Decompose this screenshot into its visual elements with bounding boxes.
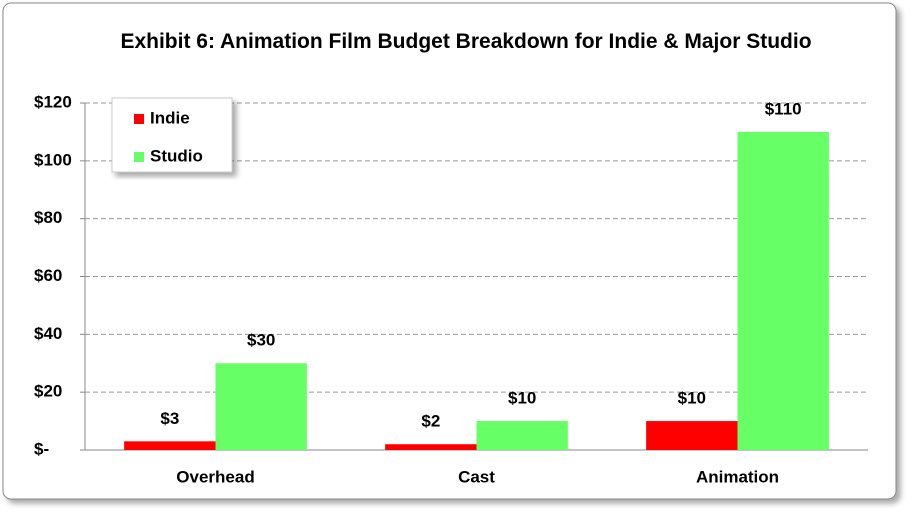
value-label: $110	[765, 99, 802, 118]
legend-swatch	[134, 152, 144, 162]
y-tick-label: $100	[34, 150, 72, 169]
legend-label: Indie	[150, 108, 190, 127]
plot-area: $- $20 $40 $60 $80 $100 $120 Overhead $3 $30 Cast $…	[34, 92, 868, 486]
y-tick-label: $-	[34, 439, 49, 458]
value-label: $3	[160, 409, 179, 428]
bar	[476, 421, 568, 450]
legend-swatch	[134, 114, 144, 124]
y-tick-label: $60	[34, 266, 62, 285]
bar	[215, 363, 307, 450]
bar	[385, 444, 477, 450]
y-tick-label: $20	[34, 382, 62, 401]
value-label: $10	[678, 389, 706, 408]
x-tick-label: Animation	[696, 467, 779, 486]
y-tick-label: $40	[34, 324, 62, 343]
x-tick-label: Overhead	[176, 467, 254, 486]
value-label: $30	[247, 331, 275, 350]
value-label: $10	[508, 389, 536, 408]
chart-title: Exhibit 6: Animation Film Budget Breakdo…	[120, 30, 812, 53]
legend: Indie Studio	[111, 97, 233, 173]
x-tick-label: Cast	[458, 467, 495, 486]
legend-box	[111, 97, 233, 173]
bar	[737, 131, 829, 450]
y-tick-label: $80	[34, 208, 62, 227]
y-tick-label: $120	[34, 92, 72, 111]
value-label: $2	[421, 412, 440, 431]
bar	[646, 421, 738, 450]
bar	[124, 441, 216, 450]
legend-label: Studio	[150, 146, 203, 165]
